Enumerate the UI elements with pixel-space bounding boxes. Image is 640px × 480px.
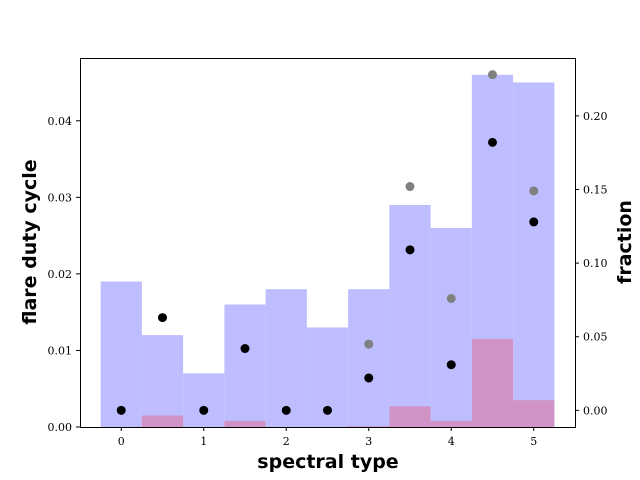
x-tick-label: 0 bbox=[118, 435, 125, 448]
histogram-bar-0-10 bbox=[513, 82, 555, 427]
scatter-point-2-2 bbox=[199, 405, 209, 415]
axes-frame bbox=[80, 58, 576, 428]
x-tick-label: 4 bbox=[448, 435, 455, 448]
histogram-bar-0-7 bbox=[389, 204, 431, 427]
histogram-bar-0-1 bbox=[141, 335, 184, 427]
x-tick-label: 3 bbox=[365, 435, 372, 448]
scatter-point-2-10 bbox=[529, 217, 539, 227]
histogram-bar-0-6 bbox=[348, 289, 390, 427]
scatter-point-2-6 bbox=[364, 373, 374, 383]
histogram-bar-0-8 bbox=[430, 227, 472, 427]
scatter-point-3-0 bbox=[364, 339, 374, 349]
histogram-bar-1-9 bbox=[471, 338, 514, 427]
scatter-point-2-3 bbox=[240, 344, 250, 354]
left-y-tick-label: 0.01 bbox=[48, 344, 73, 357]
right-y-tick-label: 0.10 bbox=[583, 257, 608, 270]
histogram-bar-1-8 bbox=[430, 420, 472, 427]
histogram-bar-0-0 bbox=[100, 281, 142, 427]
left-y-tick-label: 0.04 bbox=[48, 115, 73, 128]
left-y-tick-label: 0.02 bbox=[48, 268, 73, 281]
x-tick-label: 2 bbox=[283, 435, 290, 448]
left-y-tick-label: 0.00 bbox=[48, 421, 73, 434]
histogram-bar-0-4 bbox=[265, 289, 307, 427]
scatter-point-2-7 bbox=[405, 245, 415, 255]
scatter-point-2-0 bbox=[116, 405, 126, 415]
left-y-axis-label: flare duty cycle bbox=[19, 159, 41, 324]
histogram-bar-1-7 bbox=[389, 406, 431, 427]
bars-layer bbox=[100, 74, 555, 428]
right-y-axis-label: fraction bbox=[614, 200, 636, 284]
scatter-point-2-5 bbox=[323, 405, 332, 415]
right-y-tick-label: 0.15 bbox=[583, 183, 608, 196]
scatter-point-3-2 bbox=[446, 293, 456, 303]
points-layer bbox=[116, 70, 539, 415]
right-y-tick-label: 0.00 bbox=[583, 404, 608, 417]
ticks-layer: 0 1 2 3 4 5 0.00 0.01 0.02 0.03 0.04 0.00 0.05 0.10 0.… bbox=[48, 110, 608, 448]
scatter-point-3-4 bbox=[529, 186, 539, 196]
scatter-point-3-1 bbox=[405, 182, 415, 192]
right-y-tick-label: 0.05 bbox=[583, 331, 608, 344]
histogram-bar-1-6 bbox=[348, 426, 390, 427]
scatter-point-3-3 bbox=[488, 70, 497, 80]
scatter-point-2-8 bbox=[446, 360, 456, 370]
x-axis-label: spectral type bbox=[257, 451, 398, 473]
histogram-bar-1-1 bbox=[141, 415, 184, 427]
histogram-bar-1-10 bbox=[513, 400, 555, 427]
scatter-point-2-1 bbox=[158, 313, 167, 323]
x-tick-label: 1 bbox=[200, 435, 207, 448]
histogram-bar-0-3 bbox=[224, 304, 266, 427]
right-y-tick-label: 0.20 bbox=[583, 110, 608, 123]
scatter-point-2-4 bbox=[281, 405, 291, 415]
histogram-bar-1-3 bbox=[224, 420, 266, 427]
scatter-point-2-9 bbox=[488, 137, 497, 147]
left-y-tick-label: 0.03 bbox=[48, 191, 73, 204]
x-tick-label: 5 bbox=[530, 435, 537, 448]
histogram-bar-0-2 bbox=[183, 373, 225, 427]
